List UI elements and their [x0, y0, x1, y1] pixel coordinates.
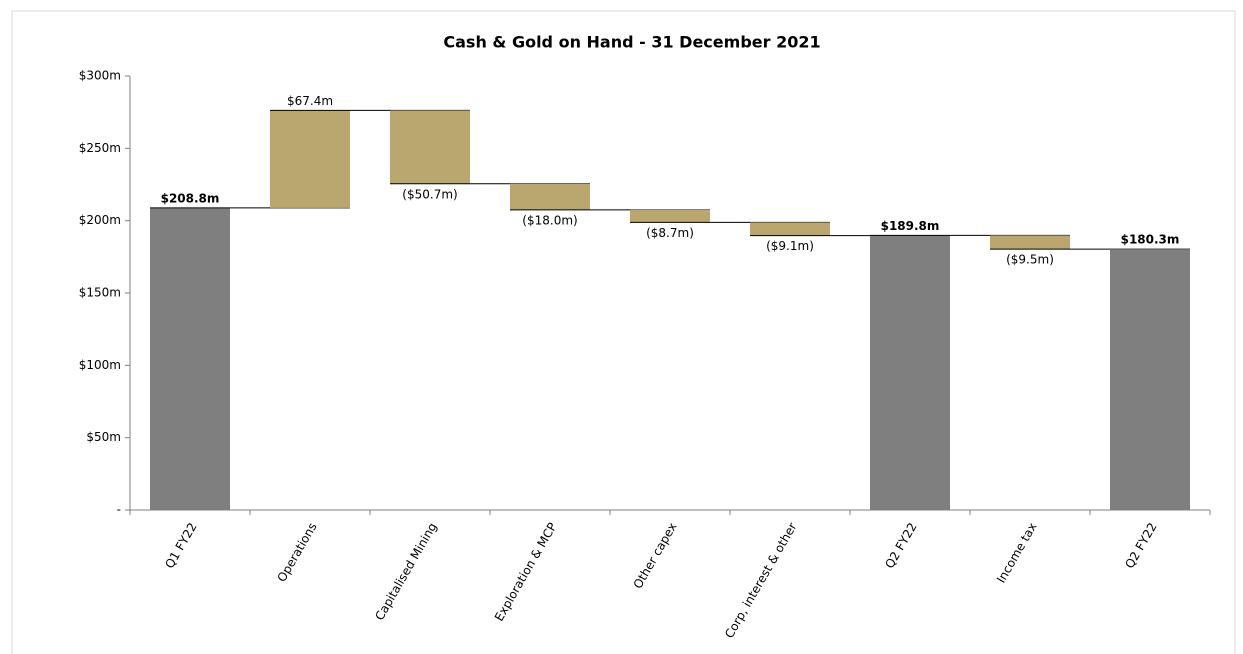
bar: [150, 207, 230, 510]
bar: [390, 110, 470, 184]
value-label: $208.8m: [161, 191, 220, 205]
x-tick-label: Corp, interest & other: [722, 520, 800, 640]
bar: [750, 222, 830, 236]
y-tick-label: $100m: [79, 358, 121, 372]
x-tick-label: Q1 FY22: [162, 520, 199, 571]
x-tick-label: Operations: [275, 520, 320, 584]
value-label: ($18.0m): [522, 213, 577, 227]
value-label: ($50.7m): [402, 187, 457, 201]
y-tick-label: $300m: [79, 69, 121, 83]
value-label: ($8.7m): [646, 226, 694, 240]
chart-title: Cash & Gold on Hand - 31 December 2021: [443, 33, 820, 52]
value-label: ($9.1m): [766, 239, 814, 253]
value-label: ($9.5m): [1006, 253, 1054, 267]
x-tick-label: Income tax: [994, 520, 1040, 585]
x-tick-label: Q2 FY22: [1122, 520, 1159, 571]
value-label: $180.3m: [1121, 233, 1180, 247]
chart-border: [11, 10, 1236, 654]
bar: [630, 209, 710, 223]
bar: [1110, 249, 1190, 510]
x-tick-label: Q2 FY22: [882, 520, 919, 571]
bar: [870, 235, 950, 510]
value-label: $189.8m: [881, 219, 940, 233]
y-tick-label: $200m: [79, 213, 121, 227]
y-tick-label: $250m: [79, 141, 121, 155]
x-tick-label: Exploration & MCP: [492, 520, 560, 623]
x-tick-label: Capitalised Mining: [372, 520, 439, 623]
bar: [270, 110, 350, 208]
x-tick-label: Other capex: [631, 520, 680, 591]
bar: [510, 183, 590, 210]
y-tick-label: $50m: [86, 430, 121, 444]
y-tick-label: $150m: [79, 286, 121, 300]
value-label: $67.4m: [287, 94, 333, 108]
bar: [990, 235, 1070, 250]
y-tick-label: -: [117, 503, 121, 517]
